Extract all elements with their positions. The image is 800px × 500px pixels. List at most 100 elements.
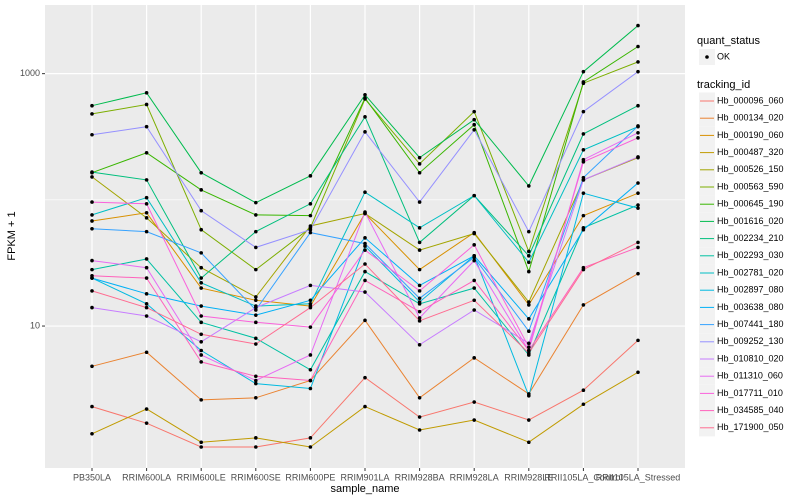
point <box>144 210 149 215</box>
point <box>199 188 203 192</box>
point <box>527 229 531 234</box>
point <box>527 394 531 398</box>
point <box>417 248 422 252</box>
point <box>472 255 477 260</box>
point <box>417 200 422 204</box>
point <box>417 316 422 320</box>
legend-label: Hb_017711_010 <box>717 388 783 398</box>
point <box>199 398 203 402</box>
point <box>308 386 313 391</box>
y-tick-label: 1000 <box>20 68 40 78</box>
point <box>90 431 94 436</box>
point <box>527 254 531 258</box>
x-tick-label: RRIM600LE <box>177 472 226 482</box>
point <box>90 103 94 108</box>
point <box>144 314 149 318</box>
legend-label: Hb_009252_130 <box>717 336 784 346</box>
point <box>199 320 203 325</box>
point <box>472 400 477 404</box>
point <box>363 278 367 283</box>
point <box>636 370 640 375</box>
point <box>254 298 258 303</box>
point <box>581 303 586 307</box>
point <box>199 340 203 344</box>
point <box>581 132 586 136</box>
point <box>144 202 149 206</box>
legend-label: Hb_003638_080 <box>717 302 784 312</box>
point <box>581 160 586 164</box>
point <box>144 350 149 355</box>
point <box>199 251 203 255</box>
point <box>90 170 94 174</box>
point <box>581 69 586 74</box>
point <box>90 200 94 204</box>
legend-label: Hb_002781_020 <box>717 267 784 277</box>
point <box>363 290 367 294</box>
legend-label: Hb_007441_180 <box>717 319 784 329</box>
point <box>581 402 586 407</box>
point <box>472 418 477 422</box>
point <box>254 245 258 250</box>
point <box>636 191 640 195</box>
point <box>199 281 203 285</box>
point <box>363 262 367 266</box>
legend-label: Hb_001616_020 <box>717 216 784 226</box>
point <box>308 302 313 306</box>
point <box>254 313 258 317</box>
point <box>144 216 149 220</box>
point <box>527 348 531 353</box>
point <box>144 178 149 182</box>
point <box>254 342 258 346</box>
point <box>636 240 640 245</box>
point <box>417 162 422 166</box>
legend-label: OK <box>717 51 730 61</box>
point <box>472 258 477 263</box>
point <box>254 229 258 234</box>
point <box>636 124 640 128</box>
point <box>636 23 640 28</box>
point <box>636 103 640 108</box>
point <box>527 317 531 321</box>
point <box>90 258 94 263</box>
point <box>472 356 477 360</box>
x-tick-label: RRIM600SE <box>231 472 281 482</box>
point <box>417 309 422 314</box>
point <box>254 320 258 325</box>
point <box>144 102 149 107</box>
point <box>144 124 149 129</box>
point <box>527 260 531 265</box>
x-tick-label: RRIM901LA <box>340 472 389 482</box>
x-axis-title: sample_name <box>330 483 399 495</box>
point <box>363 115 367 119</box>
point <box>90 219 94 223</box>
legend-label: Hb_002293_030 <box>717 250 784 260</box>
point <box>90 305 94 310</box>
point <box>581 213 586 218</box>
point <box>144 150 149 155</box>
legend-label: Hb_002897_080 <box>717 285 784 295</box>
point <box>144 276 149 280</box>
point <box>308 202 313 206</box>
x-tick-label: RRIM600LA <box>122 472 171 482</box>
point <box>636 44 640 49</box>
point <box>527 184 531 188</box>
point <box>527 249 531 254</box>
point <box>363 130 367 134</box>
point <box>90 132 94 137</box>
point <box>308 445 313 449</box>
point <box>308 378 313 383</box>
point <box>527 269 531 274</box>
point <box>417 226 422 230</box>
point <box>308 325 313 329</box>
point <box>199 353 203 357</box>
legend-point <box>705 55 709 59</box>
point <box>636 136 640 140</box>
point <box>581 109 586 114</box>
point <box>636 155 640 159</box>
point <box>308 283 313 288</box>
point <box>636 338 640 343</box>
point <box>636 60 640 64</box>
point <box>90 213 94 217</box>
